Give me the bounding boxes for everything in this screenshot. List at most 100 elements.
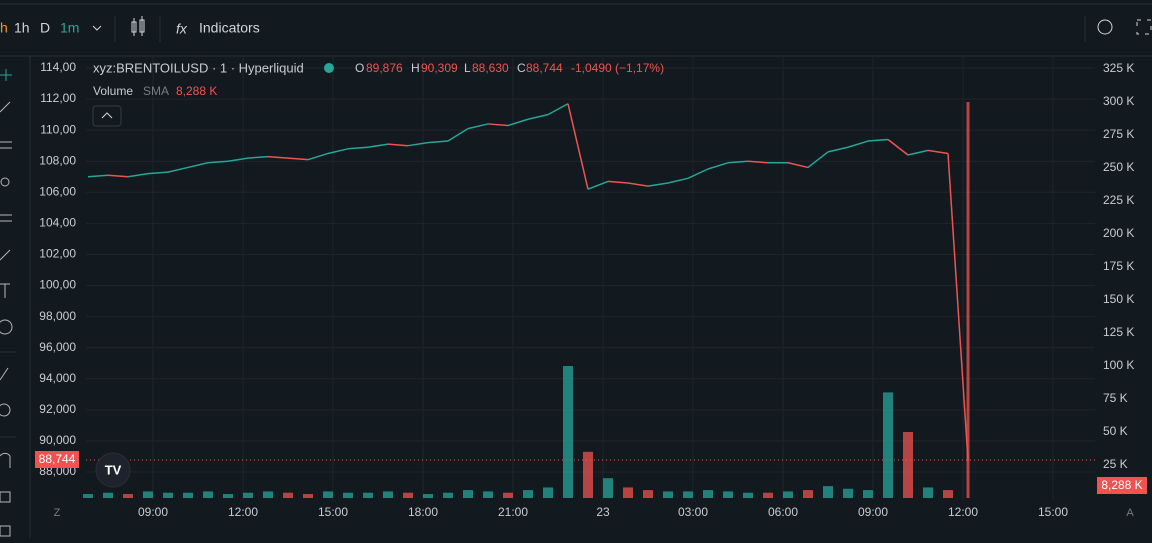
volume-bar [703,490,713,498]
ohlc-change: -1,0490 (−1,17%) [571,61,664,75]
toolbar-item[interactable]: 1m [60,20,79,36]
volume-bar [483,491,493,498]
price-segment [187,162,209,169]
price-segment [227,157,249,162]
y-tick-label: 106,00 [39,184,76,198]
volume-bar [443,492,453,498]
volume-bar [603,478,613,498]
volume-bar [966,102,970,498]
y-tick-label: 94,000 [39,371,76,385]
y2-tick-label: 150 K [1103,292,1134,306]
volume-bar [163,492,173,498]
x-tick-label: 12:00 [948,505,978,519]
volume-bar [203,491,213,498]
price-segment [867,138,889,142]
y2-tick-label: 275 K [1103,127,1134,141]
price-segment [507,118,529,127]
candle-icon[interactable] [131,16,145,36]
y2-tick-label: 175 K [1103,259,1134,273]
volume-tag-text: 8,288 K [1101,478,1142,492]
price-segment [487,123,509,127]
volume-bar [303,494,313,498]
volume-bar [383,491,393,498]
price-tag-text: 88,744 [39,452,76,466]
volume-bar [363,492,373,498]
x-tick-label: 21:00 [498,505,528,519]
search-icon[interactable] [1097,19,1113,35]
status-dot [324,63,334,73]
price-segment [847,140,869,148]
volume-bar [183,492,193,498]
volume-bar [823,486,833,498]
logo [95,452,131,488]
collapse-icon[interactable] [101,112,113,119]
volume-bar [623,487,633,498]
volume-label: Volume [93,84,133,98]
drawing-tools[interactable] [0,69,13,537]
volume-bar [403,492,413,498]
toolbar-item[interactable]: D [40,20,50,36]
x-tick-label: 09:00 [858,505,888,519]
toolbar-item[interactable]: h [0,20,8,36]
price-segment [607,180,629,184]
price-segment [427,140,449,144]
collapse-button[interactable] [92,105,122,127]
toolbar-item[interactable]: 1h [14,20,30,36]
volume-bar [283,492,293,498]
indicators-button[interactable]: Indicators [199,20,260,36]
price-segment [887,138,909,156]
ohlc-value: 89,876 [366,61,403,75]
volume-bar [423,494,433,498]
volume-bar [243,492,253,498]
volume-tag [1097,477,1147,494]
volume-bar [763,492,773,498]
price-segment [747,160,769,164]
y-tick-label: 104,00 [39,216,76,230]
volume-bar [563,366,573,498]
fx-icon[interactable]: fx [176,21,188,37]
fullscreen-icon[interactable] [1136,19,1152,35]
y-tick-label: 98,000 [39,309,76,323]
ohlc-label: O [355,61,364,75]
sma-value: 8,288 K [176,84,217,98]
price-segment [807,151,829,169]
x-tick-label: 18:00 [408,505,438,519]
volume-bar [743,492,753,498]
volume-bar [83,494,93,498]
price-segment [647,182,669,187]
price-tag [35,451,79,468]
dropdown-icon[interactable] [92,25,102,31]
y2-tick-label: 300 K [1103,94,1134,108]
ohlc-label: H [411,61,420,75]
volume-bar [143,491,153,498]
y2-tick-label: 100 K [1103,358,1134,372]
price-segment [707,162,729,170]
y-tick-label: 110,00 [40,122,76,136]
price-segment [567,103,589,190]
price-segment [167,166,189,173]
volume-bar [683,491,693,498]
volume-bar [903,432,913,498]
volume-bar [803,490,813,498]
price-segment [307,152,329,161]
price-segment [127,172,149,178]
price-segment [947,153,969,461]
y-tick-label: 100,00 [39,278,76,292]
volume-bar [943,490,953,498]
ohlc-value: 88,630 [472,61,509,75]
ohlc-value: 90,309 [421,61,458,75]
corner-left[interactable]: Z [54,507,61,519]
volume-bar [103,492,113,498]
corner-right[interactable]: A [1126,507,1134,519]
price-segment [787,162,809,169]
x-tick-label: 03:00 [678,505,708,519]
y-tick-label: 92,000 [39,402,76,416]
price-segment [407,141,429,147]
price-segment [927,149,949,155]
volume-bar [883,392,893,498]
ohlc-value: 88,744 [526,61,563,75]
volume-bar [123,494,133,498]
price-segment [267,155,289,159]
